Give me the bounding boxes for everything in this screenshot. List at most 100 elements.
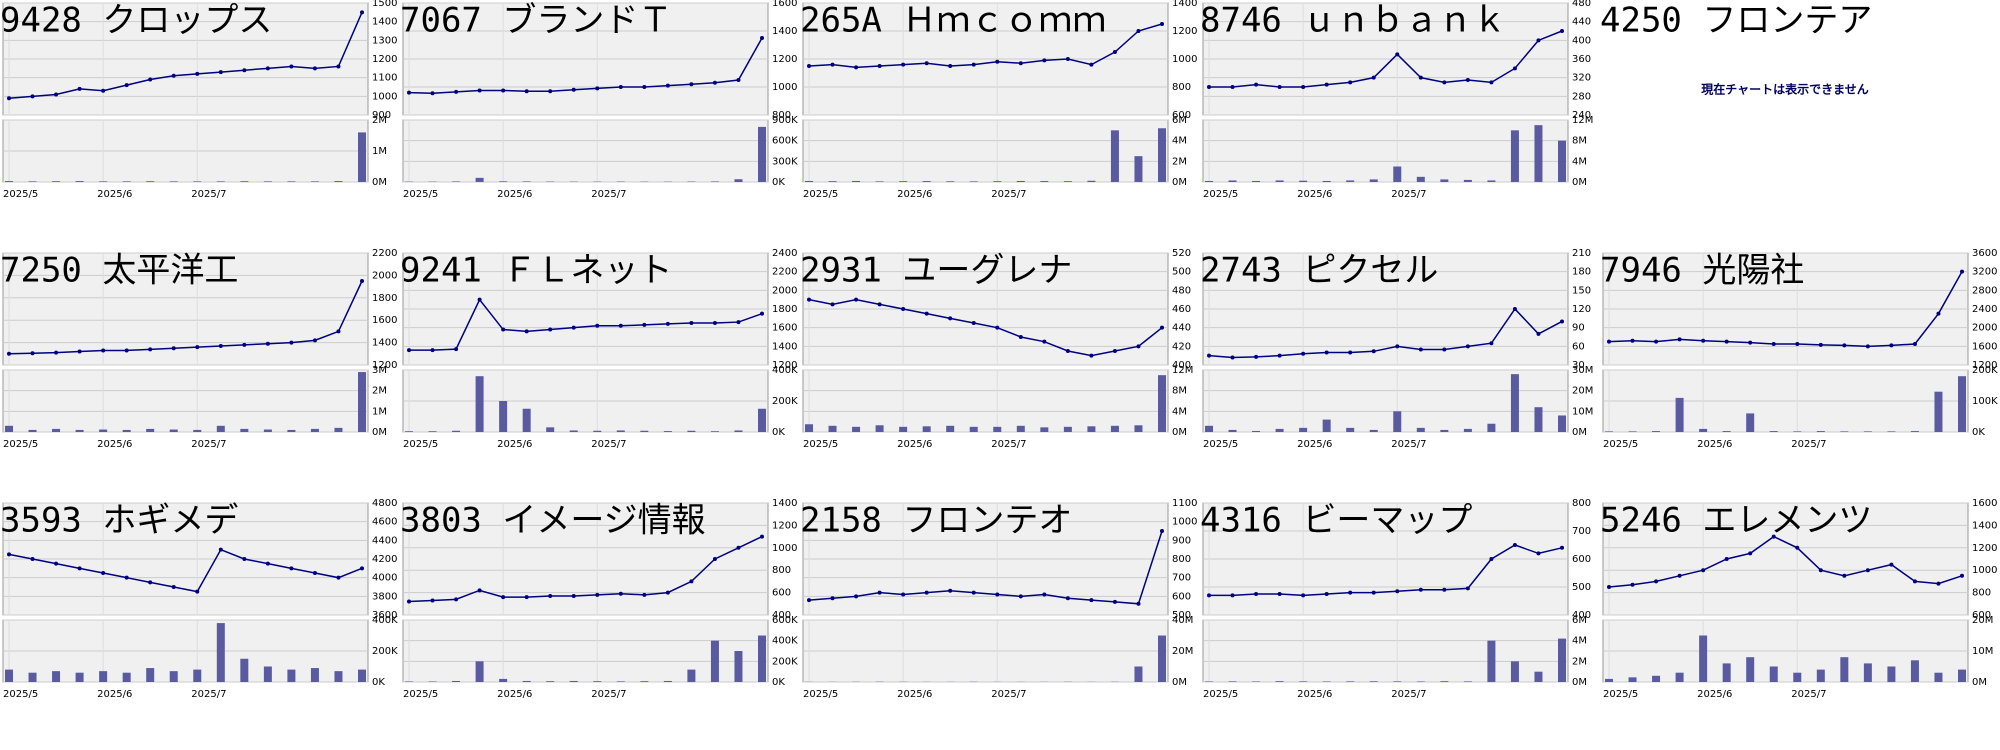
volume-tick-label: 0K: [1972, 427, 1985, 438]
x-tick-label: 2025/6: [897, 189, 932, 200]
price-point: [1042, 58, 1047, 63]
price-point: [1607, 585, 1611, 589]
volume-bar: [5, 669, 13, 682]
volume-bar: [1087, 426, 1096, 432]
volume-bar: [899, 426, 908, 432]
volume-tick-label: 2M: [1572, 656, 1587, 667]
volume-bar: [75, 429, 84, 432]
volume-bar: [546, 427, 555, 432]
x-tick-label: 2025/7: [591, 189, 626, 200]
volume-bar: [1252, 430, 1261, 432]
price-point: [760, 36, 764, 40]
price-point: [265, 561, 270, 566]
chart-panel: 400 420 440 460 480 500 520 0M 4M 8M 12M 2025/5 2025…: [800, 248, 1193, 450]
volume-bar: [993, 181, 1002, 182]
volume-bar: [1534, 125, 1543, 182]
volume-bar: [169, 429, 178, 432]
volume-bar: [1063, 181, 1072, 182]
y-tick-label: 4600: [372, 517, 397, 528]
price-point: [360, 566, 364, 571]
price-point: [1395, 344, 1400, 349]
volume-bar: [1605, 431, 1613, 432]
price-point: [1560, 545, 1564, 550]
x-tick-label: 2025/6: [1697, 439, 1732, 450]
y-tick-label: 1200: [372, 360, 397, 371]
y-tick-label: 1600: [772, 0, 797, 9]
y-tick-label: 1400: [1172, 0, 1197, 9]
price-line: [408, 37, 763, 95]
y-tick-label: 150: [1572, 285, 1591, 296]
price-point: [1795, 545, 1800, 550]
price-panel: [1602, 502, 1969, 616]
volume-bar: [1299, 681, 1308, 682]
price-point: [1324, 350, 1329, 355]
price-point: [736, 320, 741, 325]
price-point: [948, 588, 953, 593]
volume-tick-label: 1M: [372, 146, 387, 157]
price-point: [807, 297, 811, 302]
x-tick-label: 2025/7: [1391, 189, 1426, 200]
volume-bar: [1722, 431, 1731, 432]
price-point: [1018, 61, 1023, 66]
x-tick-label: 2025/5: [403, 189, 438, 200]
price-point: [1607, 339, 1611, 344]
price-line: [8, 280, 363, 355]
y-tick-label: 400: [1572, 35, 1591, 46]
price-point: [407, 90, 411, 95]
volume-bar: [852, 426, 861, 432]
price-point: [1230, 593, 1235, 598]
volume-bar: [263, 181, 272, 182]
y-tick-label: 500: [1572, 582, 1591, 593]
price-point: [30, 351, 35, 356]
price-point: [1489, 80, 1494, 85]
price-point: [642, 592, 647, 597]
volume-bar: [687, 669, 696, 682]
chart-panel: 240 280 320 360 400 440 480 0M 4M 8M 12M 2025/5 2025…: [1200, 0, 1593, 200]
price-point: [524, 89, 529, 94]
price-point: [407, 599, 411, 604]
price-line: [1608, 271, 1963, 348]
volume-bar: [1393, 681, 1402, 682]
x-tick-label: 2025/6: [1297, 689, 1332, 700]
volume-bar: [99, 181, 108, 182]
chart-panel: 1200 1600 2000 2400 2800 3200 3600 0K 100K 200K 20…: [1600, 248, 1998, 450]
chart-title: 2743 ピクセル: [1200, 251, 1438, 291]
price-point: [1654, 579, 1659, 584]
volume-bar: [1887, 431, 1896, 432]
x-tick-label: 2025/7: [1391, 689, 1426, 700]
volume-tick-label: 600K: [772, 136, 798, 147]
volume-bar: [193, 181, 202, 182]
no-chart-message: 現在チャートは表示できません: [1701, 82, 1869, 97]
volume-bar: [734, 179, 743, 182]
volume-tick-label: 6M: [1172, 115, 1187, 126]
chart-title: 7067 ブランドＴ: [400, 1, 672, 41]
price-point: [1865, 344, 1870, 349]
price-point: [454, 597, 459, 602]
x-tick-label: 2025/5: [403, 689, 438, 700]
price-line: [808, 298, 1163, 357]
volume-bar: [475, 177, 484, 182]
price-point: [995, 592, 1000, 597]
volume-bar: [1134, 666, 1143, 682]
chart-title: 2931 ユーグレナ: [800, 251, 1072, 291]
price-point: [618, 323, 623, 328]
y-tick-label: 1200: [1972, 543, 1997, 554]
y-tick-label: 440: [1172, 323, 1191, 334]
price-point: [430, 91, 435, 96]
price-point: [665, 321, 670, 326]
price-point: [1512, 543, 1517, 547]
y-tick-label: 1200: [772, 520, 797, 531]
chart-title: 7250 太平洋工: [0, 251, 238, 291]
volume-bar: [1228, 180, 1237, 182]
volume-bar: [1440, 429, 1449, 432]
y-tick-label: 2200: [372, 248, 397, 259]
price-point: [1254, 82, 1259, 87]
price-point: [760, 534, 764, 539]
volume-bar: [1793, 672, 1802, 682]
volume-tick-label: 4M: [1172, 406, 1187, 417]
volume-tick-label: 20M: [1172, 646, 1193, 657]
price-point: [1418, 587, 1423, 592]
volume-bar: [1393, 166, 1402, 182]
volume-bar: [710, 181, 719, 182]
volume-bar: [1675, 672, 1684, 682]
